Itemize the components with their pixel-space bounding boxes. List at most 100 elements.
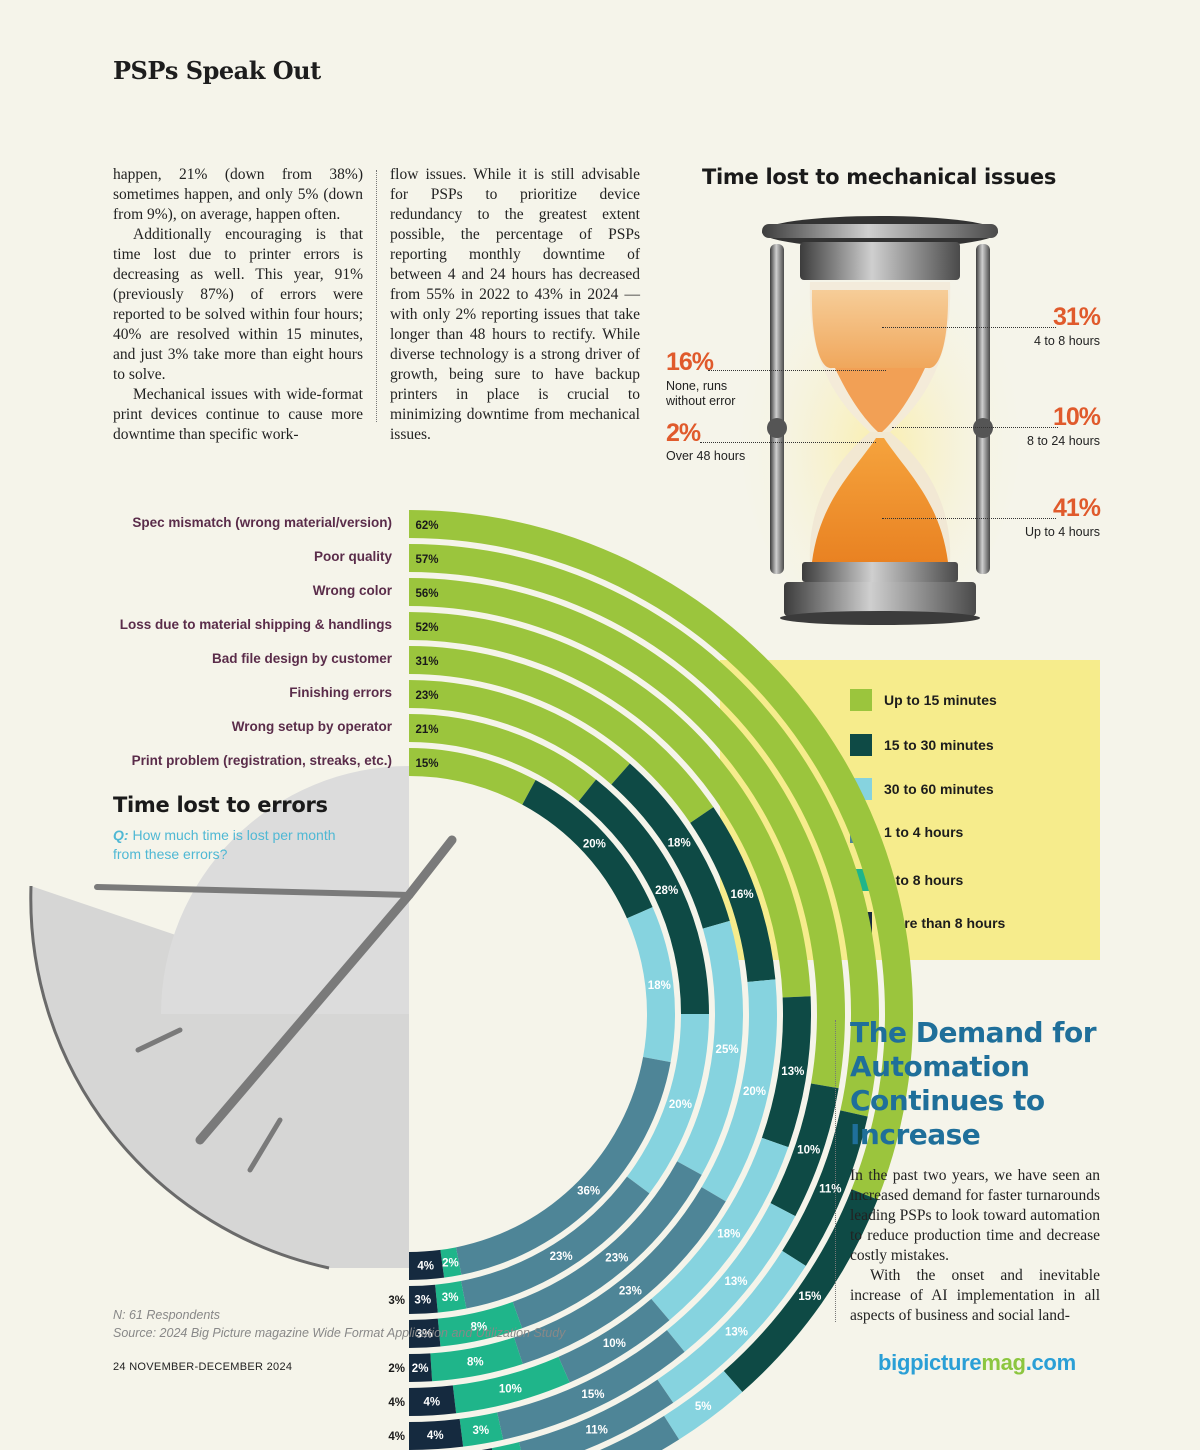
callout-leader [892,427,1058,428]
errors-chart-title: Time lost to errors [113,793,328,817]
segment-value-label: 18% [717,1229,740,1241]
segment-value-label: 5% [695,1401,712,1413]
callout-leader [882,327,1056,328]
segment-value-label: 2% [412,1363,429,1375]
site-url-link[interactable]: bigpicturemag.com [878,1350,1076,1376]
ring-segment [409,680,630,785]
segment-value-label: 11% [819,1184,841,1196]
ring-segment [558,1298,670,1383]
article-column-2: flow issues. While it is still advisable… [390,165,640,445]
callout-pct-8to24: 10% [1052,403,1101,431]
error-category-label: Print problem (registration, streaks, et… [131,753,392,768]
segment-value-label: 10% [499,1384,522,1396]
column-divider [376,170,377,422]
segment-value-label: 23% [415,690,438,702]
segment-value-label: 20% [669,1099,692,1111]
ring-segment [770,1083,839,1217]
segment-value-label: 3% [416,1329,433,1341]
article-paragraph: Additionally encouraging is that time lo… [113,226,363,383]
legend-swatch [850,734,872,756]
segment-value-label: 3% [473,1425,490,1437]
clock-hand [247,1117,283,1173]
ring-segment [522,780,653,919]
ring-segment [782,1110,868,1266]
segment-value-label: 4% [417,1260,434,1272]
ring-segment [459,1412,504,1447]
section-title: PSPs Speak Out [113,56,321,85]
segment-value-label: 21% [415,724,438,736]
brand-part: mag [981,1350,1026,1375]
clock-hand [135,1027,183,1053]
article-column-1: happen, 21% (down from 38%) sometimes ha… [113,165,363,445]
segment-value-label: 52% [415,622,438,634]
segment-value-label: 23% [550,1251,573,1263]
segment-value-label: 28% [655,885,678,897]
segment-value-label: 3% [442,1292,459,1304]
segment-value-label: 10% [603,1338,626,1350]
segment-value-label: 23% [619,1285,642,1297]
ring-segment [409,1385,457,1416]
error-category-label: Wrong color [312,583,392,598]
segment-value-label: 2% [442,1258,459,1270]
ring-end-label: 4% [388,1431,405,1443]
segment-value-label: 56% [415,588,438,600]
ring-segment [664,1371,743,1440]
ring-segment [690,807,776,983]
automation-body: In the past two years, we have seen an i… [850,1166,1100,1326]
ring-segment [723,1189,878,1393]
callout-label-none: None, runs without error [666,379,736,408]
segment-value-label: 8% [470,1321,487,1333]
ring-segment [611,763,730,929]
segment-value-label: 15% [415,758,438,770]
article-paragraph: Mechanical issues with wide-format print… [113,386,363,443]
legend-label: 30 to 60 minutes [884,781,994,797]
legend-label: 1 to 4 hours [884,824,964,840]
segment-value-label: 25% [716,1044,739,1056]
ring-segment [409,1318,441,1348]
ring-segment [455,1057,671,1275]
ring-segment [430,1337,523,1382]
ring-segment [409,748,536,805]
ring-segment [460,1176,650,1309]
ring-end-label: 4% [388,1397,405,1409]
segment-value-label: 36% [577,1186,600,1198]
ring-segment [409,1284,438,1314]
page-folio: 24 NOVEMBER-DECEMBER 2024 [113,1361,293,1373]
segment-value-label: 16% [731,889,754,901]
legend-label: Up to 15 minutes [884,692,997,708]
ring-segment [514,1187,726,1364]
segment-value-label: 13% [724,1276,747,1288]
ring-segment [512,1161,702,1329]
segment-value-label: 4% [423,1396,440,1408]
callout-label-4to8: 4 to 8 hours [1033,334,1100,348]
ring-segment [440,1247,462,1278]
error-category-label: Loss due to material shipping & handling… [119,617,392,632]
ring-segment [578,779,709,1014]
error-category-label: Spec mismatch (wrong material/version) [132,515,392,530]
segment-value-label: 20% [743,1086,766,1098]
question-prefix: Q: [113,827,129,843]
ring-segment [409,1353,433,1382]
ring-segment [491,1442,521,1450]
ring-segment [409,510,913,1200]
error-category-label: Bad file design by customer [211,651,392,666]
callout-pct-none: 16% [666,348,714,376]
ring-segment [677,920,743,1175]
segment-value-label: 57% [415,554,438,566]
ring-segment [409,646,714,823]
ring-segment [409,1249,445,1280]
segment-value-label: 15% [798,1291,821,1303]
article-paragraph: With the onset and inevitable increase o… [850,1267,1100,1324]
segment-value-label: 13% [725,1326,748,1338]
segment-value-label: 20% [583,838,606,850]
legend-swatch [850,689,872,711]
segment-value-label: 18% [668,838,691,850]
callout-leader [700,442,876,443]
ring-segment [651,1137,789,1321]
segment-value-label: 13% [781,1066,804,1078]
ring-segment [599,1415,680,1450]
clock-hand [195,890,414,1145]
segment-value-label: 3% [414,1295,431,1307]
ring-segment [666,1203,796,1352]
